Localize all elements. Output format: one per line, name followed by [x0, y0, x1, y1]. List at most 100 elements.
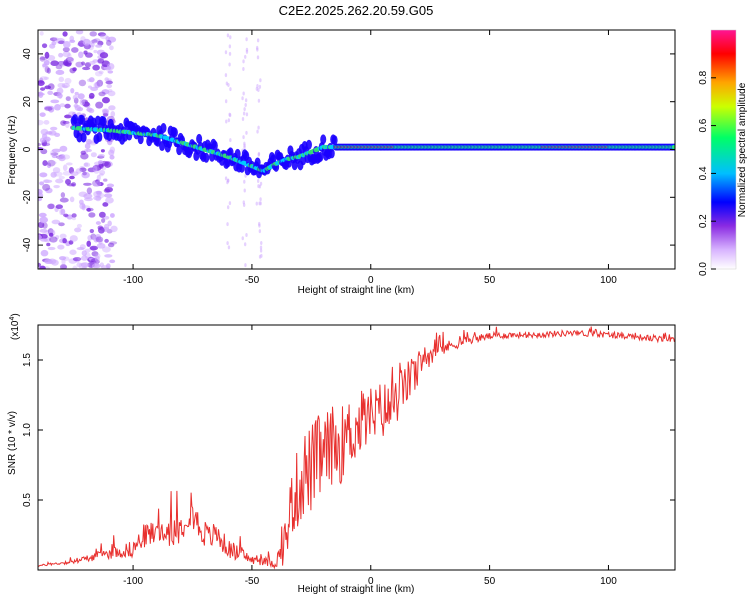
- spectrogram-noise-blob: [104, 254, 113, 258]
- spectrogram-noise-blob: [47, 246, 56, 251]
- spectrogram-noise-blob: [40, 148, 48, 155]
- spectrogram-noise-blob: [95, 221, 101, 225]
- spectrogram-noise-blob: [78, 79, 87, 87]
- spectrogram-noise-blob: [98, 70, 104, 75]
- spectrogram-noise-blob: [226, 241, 229, 246]
- spectrogram-noise-blob: [64, 60, 72, 67]
- x-tick-label: 100: [600, 576, 617, 587]
- spectrogram-noise-blob: [93, 190, 102, 198]
- figure-title: C2E2.2025.262.20.59.G05: [279, 3, 434, 18]
- spectrogram-noise-blob: [244, 263, 247, 268]
- spectrogram-noise-blob: [245, 130, 248, 135]
- spectrogram-noise-blob: [95, 101, 104, 109]
- spectrogram-noise-blob: [39, 31, 44, 36]
- spectrogram-noise-blob: [243, 107, 246, 112]
- x-tick-label: 50: [484, 576, 496, 587]
- spectrogram-noise-blob: [63, 41, 71, 48]
- spectrogram-noise-blob: [81, 266, 87, 269]
- spectrogram-noise-blob: [224, 50, 228, 55]
- spectrogram-noise-blob: [38, 80, 45, 84]
- spectrogram-noise-blob: [91, 263, 101, 269]
- spectrogram-noise-blob: [241, 117, 245, 122]
- spectrogram-noise-blob: [84, 248, 91, 253]
- x-tick-label: 0: [368, 275, 374, 286]
- y-tick-label: 40: [22, 48, 33, 60]
- spectrogram-noise-blob: [224, 176, 228, 181]
- spectrogram-noise-blob: [40, 238, 49, 242]
- spectrogram-noise-blob: [102, 112, 109, 117]
- spectrogram-noise-blob: [58, 40, 65, 45]
- spectrogram-noise-blob: [69, 196, 75, 203]
- spectrogram-noise-blob: [50, 126, 58, 131]
- spectrogram-ridge-cell: [234, 148, 241, 159]
- snr-frame: [37, 324, 676, 571]
- spectrogram-x-axis-label: Height of straight line (km): [298, 285, 415, 296]
- spectrogram-noise-blob: [259, 201, 262, 206]
- spectrogram-noise-blob: [89, 228, 95, 234]
- spectrogram-noise-blob: [87, 234, 93, 241]
- spectrogram-noise-blob: [69, 235, 78, 242]
- spectrogram-noise-blob: [103, 178, 108, 182]
- spectrogram-noise-blob: [51, 161, 57, 165]
- spectrogram-noise-blob: [102, 246, 111, 253]
- spectrogram-noise-blob: [40, 87, 46, 91]
- spectrogram-ridge-cell: [227, 147, 234, 158]
- colorbar-tick-label: 0.2: [698, 214, 709, 228]
- spectrogram-noise-blob: [62, 164, 68, 172]
- spectrogram-noise-blob: [53, 184, 60, 189]
- spectrogram-noise-blob: [42, 183, 51, 191]
- spectrogram-noise-blob: [38, 196, 43, 202]
- spectrogram-noise-blob: [109, 259, 116, 264]
- spectrogram-noise-blob: [86, 207, 92, 212]
- spectrogram-noise-blob: [59, 103, 66, 108]
- spectrogram-noise-blob: [61, 258, 66, 266]
- spectrogram-noise-blob: [62, 120, 70, 125]
- spectrogram-noise-blob: [79, 98, 86, 106]
- spectrogram-noise-blob: [245, 112, 249, 117]
- spectrogram-noise-blob: [244, 98, 248, 103]
- spectrogram-noise-blob: [101, 108, 110, 114]
- spectrogram-noise-blob: [257, 98, 261, 103]
- spectrogram-noise-blob: [50, 60, 59, 67]
- spectrogram-noise-blob: [83, 50, 88, 55]
- spectrogram-noise-blob: [62, 31, 68, 37]
- colorbar-label: Normalized spectral amplitude: [737, 82, 748, 217]
- spectrogram-noise-blob: [100, 265, 110, 269]
- spectrogram-noise-blob: [257, 184, 260, 189]
- spectrogram-noise-blob: [259, 181, 263, 186]
- spectrogram-noise-blob: [241, 96, 244, 101]
- spectrogram-noise-blob: [97, 226, 105, 234]
- spectrogram-noise-blob: [245, 37, 248, 42]
- snr-panel: -100 -50 0 50 100 0.5 1.0 1.5 Height of straig…: [7, 313, 676, 595]
- spectrogram-noise-blob: [96, 174, 101, 181]
- spectrogram-noise-blob: [255, 86, 259, 91]
- spectrogram-noise-blob: [97, 182, 104, 187]
- spectrogram-noise-blob: [97, 58, 105, 64]
- spectrogram-noise-blob: [81, 250, 87, 257]
- spectrogram-noise-blob: [107, 70, 114, 74]
- spectrogram-noise-blob: [243, 188, 246, 193]
- spectrogram-ridge-cell: [176, 145, 183, 156]
- spectrogram-noise-blob: [107, 36, 117, 43]
- spectrogram-noise-blob: [74, 91, 79, 96]
- spectrogram-noise-blob: [44, 105, 53, 110]
- spectrogram-noise-blob: [44, 85, 52, 90]
- spectrogram-noise-blob: [64, 77, 72, 85]
- spectrogram-noise-blob: [44, 51, 50, 59]
- spectrogram-noise-blob: [98, 91, 106, 97]
- spectrogram-noise-blob: [97, 160, 104, 165]
- spectrogram-noise-blob: [245, 233, 248, 238]
- spectrogram-noise-blob: [106, 83, 113, 89]
- spectrogram-noise-blob: [38, 92, 42, 97]
- spectrogram-noise-blob: [52, 167, 61, 174]
- spectrogram-noise-blob: [61, 83, 70, 88]
- spectrogram-noise-blob: [38, 212, 47, 218]
- spectrogram-noise-blob: [84, 197, 93, 202]
- spectrogram-noise-blob: [108, 149, 115, 156]
- spectrogram-noise-blob: [107, 242, 115, 248]
- spectrogram-noise-blob: [227, 118, 231, 123]
- spectrogram-noise-blob: [44, 66, 50, 73]
- spectrogram-noise-blob: [101, 97, 110, 104]
- spectrogram-ridge-peak: [672, 145, 675, 149]
- spectrogram-noise-blob: [259, 248, 263, 253]
